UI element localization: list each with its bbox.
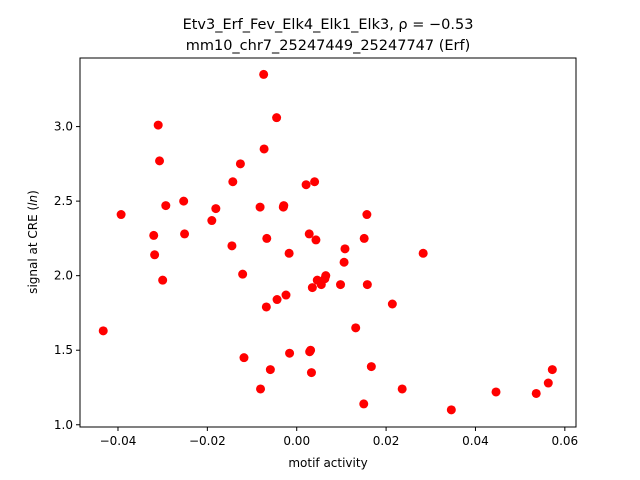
data-point [180, 229, 190, 239]
x-tick-label: −0.04 [100, 434, 137, 448]
chart-title-line2: mm10_chr7_25247449_25247747 (Erf) [186, 38, 471, 54]
data-point [239, 353, 249, 363]
data-point [255, 202, 265, 212]
data-point [281, 290, 291, 300]
data-point [359, 399, 369, 409]
x-tick-label: 0.04 [462, 434, 489, 448]
data-point [256, 384, 266, 394]
data-point [387, 299, 397, 309]
data-point [284, 248, 294, 258]
y-axis-label: signal at CRE (ln) [26, 190, 40, 294]
data-point [321, 271, 331, 281]
data-point [336, 280, 346, 290]
data-point [153, 120, 163, 130]
data-point [179, 196, 189, 206]
y-tick-label: 2.5 [54, 194, 73, 208]
data-point [265, 365, 275, 375]
x-tick-label: 0.00 [283, 434, 310, 448]
data-point [366, 362, 376, 372]
data-point [547, 365, 557, 375]
data-point [543, 378, 553, 388]
data-point [227, 241, 237, 251]
y-tick-label: 1.5 [54, 343, 73, 357]
y-axis-ticks: 1.0 1.5 2.0 2.5 3.0 [54, 120, 80, 432]
data-points [98, 69, 557, 415]
x-tick-label: 0.02 [373, 434, 400, 448]
y-tick-label: 1.0 [54, 418, 73, 432]
data-point [285, 348, 295, 358]
data-point [362, 210, 372, 220]
data-point [362, 280, 372, 290]
data-point [339, 257, 349, 267]
data-point [235, 159, 245, 169]
data-point [304, 229, 314, 239]
x-tick-label: 0.06 [551, 434, 578, 448]
data-point [306, 345, 316, 355]
data-point [491, 387, 501, 397]
data-point [149, 230, 159, 240]
data-point [207, 216, 217, 226]
data-point [306, 368, 316, 378]
chart-title-line1: Etv3_Erf_Fev_Elk4_Elk1_Elk3, ρ = −0.53 [183, 17, 474, 33]
y-tick-label: 2.0 [54, 269, 73, 283]
data-point [446, 405, 456, 415]
data-point [359, 233, 369, 243]
data-point [307, 283, 317, 293]
data-point [158, 275, 168, 285]
data-point [238, 269, 248, 279]
data-point [211, 204, 221, 214]
y-tick-label: 3.0 [54, 120, 73, 134]
data-point [311, 235, 321, 245]
data-point [161, 201, 171, 211]
data-point [155, 156, 165, 166]
data-point [418, 248, 428, 258]
data-point [228, 177, 238, 187]
data-point [272, 295, 282, 305]
data-point [279, 201, 289, 211]
x-tick-label: −0.02 [189, 434, 226, 448]
data-point [340, 244, 350, 254]
data-point [262, 233, 272, 243]
data-point [351, 323, 361, 333]
data-point [259, 144, 269, 154]
data-point [98, 326, 108, 336]
x-axis-ticks: −0.04 −0.02 0.00 0.02 0.04 0.06 [100, 427, 578, 448]
data-point [301, 180, 311, 190]
data-point [259, 69, 269, 79]
data-point [531, 388, 541, 398]
data-point [261, 302, 271, 312]
data-point [272, 113, 282, 123]
data-point [116, 210, 126, 220]
x-axis-label: motif activity [288, 456, 367, 470]
data-point [397, 384, 407, 394]
plot-area-frame [79, 57, 577, 428]
data-point [310, 177, 320, 187]
data-point [150, 250, 160, 260]
